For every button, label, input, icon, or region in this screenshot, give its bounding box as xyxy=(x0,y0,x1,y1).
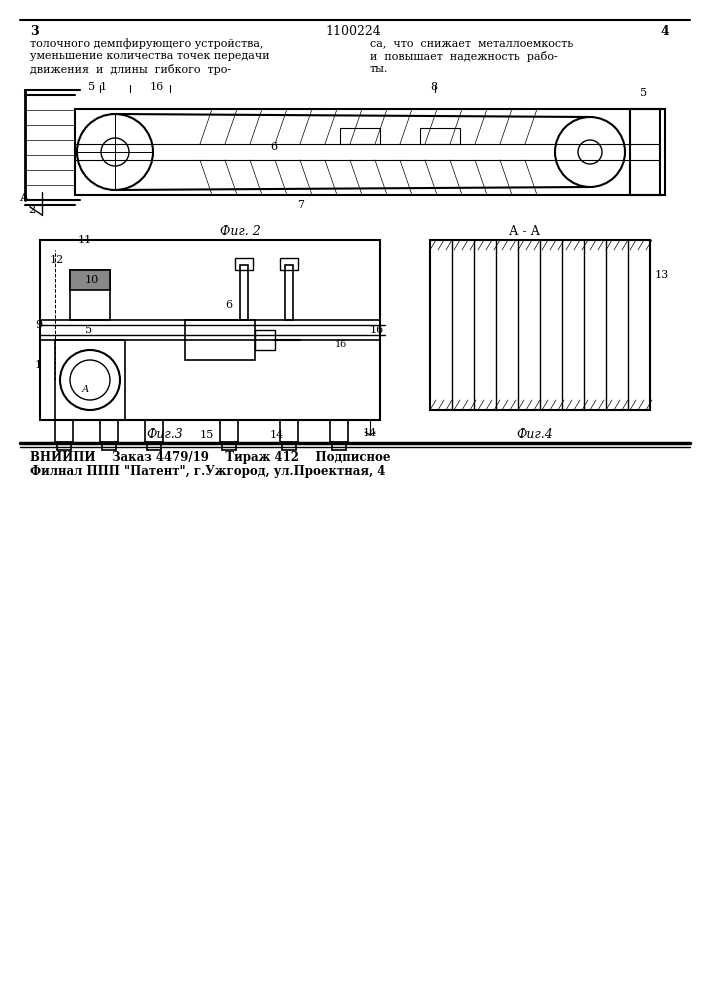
Bar xyxy=(430,240,650,410)
Text: 4: 4 xyxy=(660,25,669,38)
Text: 1100224: 1100224 xyxy=(325,25,381,38)
Text: 11: 11 xyxy=(78,235,92,245)
Bar xyxy=(285,265,293,320)
Bar xyxy=(75,109,660,195)
Text: 9: 9 xyxy=(35,320,42,330)
Text: уменьшение количества точек передачи: уменьшение количества точек передачи xyxy=(30,51,269,61)
Text: А - А: А - А xyxy=(510,225,541,238)
Bar xyxy=(220,420,238,442)
Text: Фиг.4: Фиг.4 xyxy=(517,428,554,441)
Bar xyxy=(235,258,253,270)
Text: толочного демпфирующего устройства,: толочного демпфирующего устройства, xyxy=(30,38,264,49)
Text: ты.: ты. xyxy=(370,64,388,74)
Bar xyxy=(280,420,298,442)
Text: Фиг.3: Фиг.3 xyxy=(146,428,183,441)
Text: 15: 15 xyxy=(200,430,214,440)
Bar xyxy=(145,420,163,442)
Bar xyxy=(280,258,298,270)
Bar xyxy=(630,109,665,195)
Bar xyxy=(70,270,110,290)
Text: 14: 14 xyxy=(270,430,284,440)
Text: движения  и  длины  гибкого  тро-: движения и длины гибкого тро- xyxy=(30,64,231,75)
Text: 1б: 1б xyxy=(335,340,347,349)
Text: 6: 6 xyxy=(270,142,277,152)
Text: 6: 6 xyxy=(225,300,232,310)
Text: 5: 5 xyxy=(640,88,647,98)
Bar xyxy=(100,420,118,442)
Text: 8: 8 xyxy=(430,82,437,92)
Bar xyxy=(330,420,348,442)
Text: и  повышает  надежность  рабо-: и повышает надежность рабо- xyxy=(370,51,558,62)
Bar xyxy=(185,320,255,360)
Text: 14: 14 xyxy=(363,428,378,438)
Text: са,  что  снижает  металлоемкость: са, что снижает металлоемкость xyxy=(370,38,573,48)
Text: Филнал ППП "Патент", г.Ужгород, ул.Проектная, 4: Филнал ППП "Патент", г.Ужгород, ул.Проек… xyxy=(30,465,385,478)
Text: 10: 10 xyxy=(85,275,99,285)
Bar xyxy=(340,128,380,144)
Bar xyxy=(55,420,73,442)
Text: А: А xyxy=(82,385,89,394)
Text: Фиг. 2: Фиг. 2 xyxy=(220,225,261,238)
Text: 13: 13 xyxy=(655,270,670,280)
Bar xyxy=(240,265,248,320)
Bar xyxy=(255,330,275,350)
Bar xyxy=(40,240,380,420)
Bar xyxy=(420,128,460,144)
Text: 12: 12 xyxy=(50,255,64,265)
Text: 5: 5 xyxy=(85,325,92,335)
Text: ВНИИПИ    Заказ 4479/19    Тираж 412    Подписное: ВНИИПИ Заказ 4479/19 Тираж 412 Подписное xyxy=(30,451,390,464)
Bar xyxy=(55,340,125,420)
Text: 2: 2 xyxy=(28,205,35,215)
Text: 16: 16 xyxy=(150,82,164,92)
Text: 3: 3 xyxy=(30,25,39,38)
Text: 1: 1 xyxy=(35,360,42,370)
Text: А: А xyxy=(20,192,29,203)
Text: 16: 16 xyxy=(370,325,384,335)
Text: 7: 7 xyxy=(297,200,304,210)
Bar xyxy=(70,270,110,320)
Text: 1: 1 xyxy=(100,82,107,92)
Bar xyxy=(40,320,380,340)
Text: 5: 5 xyxy=(88,82,95,92)
